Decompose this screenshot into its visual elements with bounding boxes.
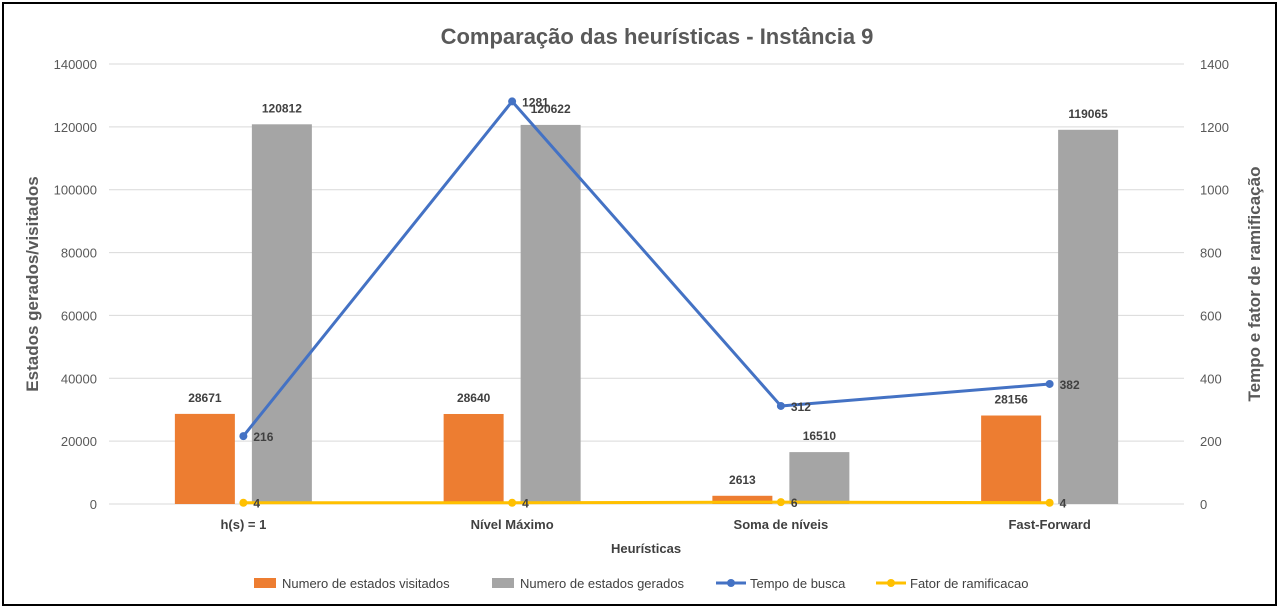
category-label: h(s) = 1 [220, 517, 266, 532]
y-tick-label: 80000 [61, 246, 97, 261]
y2-tick-label: 0 [1200, 497, 1207, 512]
data-label: 6 [791, 496, 798, 510]
data-point [508, 97, 517, 106]
data-label: 120812 [262, 101, 302, 115]
y2-tick-label: 1000 [1200, 183, 1229, 198]
legend-swatch [254, 578, 276, 588]
y2-tick-label: 600 [1200, 308, 1222, 323]
bar [520, 124, 581, 504]
data-label: 28640 [457, 391, 491, 405]
bar [174, 413, 235, 504]
data-point [239, 432, 248, 441]
bar [251, 124, 312, 504]
data-label: 382 [1060, 378, 1080, 392]
data-point [1045, 379, 1054, 388]
y-tick-label: 140000 [54, 57, 97, 72]
data-point [1045, 498, 1054, 507]
data-point [508, 498, 517, 507]
data-label: 1281 [522, 95, 549, 109]
y-tick-label: 0 [90, 497, 97, 512]
bar [789, 452, 850, 504]
data-label: 4 [253, 497, 260, 511]
data-label: 4 [1060, 497, 1067, 511]
data-label: 216 [253, 430, 273, 444]
chart-title: Comparação das heurísticas - Instância 9 [441, 24, 874, 49]
chart: Comparação das heurísticas - Instância 9… [23, 24, 1264, 591]
data-point [776, 401, 785, 410]
category-label: Fast-Forward [1008, 517, 1090, 532]
y-axis-title: Estados gerados/visitados [23, 176, 42, 391]
legend-marker [887, 579, 895, 587]
data-point [776, 498, 785, 507]
legend-label: Numero de estados gerados [520, 576, 685, 591]
y2-tick-label: 1400 [1200, 57, 1229, 72]
y2-tick-label: 800 [1200, 246, 1222, 261]
y-tick-label: 120000 [54, 120, 97, 135]
legend-swatch [492, 578, 514, 588]
y-tick-label: 100000 [54, 183, 97, 198]
y-tick-label: 20000 [61, 434, 97, 449]
data-label: 2613 [729, 473, 756, 487]
legend-label: Tempo de busca [750, 576, 846, 591]
category-label: Soma de níveis [734, 517, 829, 532]
bar [1058, 129, 1119, 504]
bar [443, 413, 504, 504]
legend-label: Numero de estados visitados [282, 576, 450, 591]
y2-tick-label: 400 [1200, 371, 1222, 386]
bar [712, 495, 773, 504]
category-label: Nível Máximo [471, 517, 554, 532]
data-label: 120622 [531, 102, 571, 116]
y-tick-label: 40000 [61, 371, 97, 386]
series-line [243, 500, 1050, 505]
bar [981, 415, 1042, 504]
data-label: 119065 [1068, 107, 1108, 121]
y-tick-label: 60000 [61, 308, 97, 323]
data-point [239, 498, 248, 507]
legend-label: Fator de ramificacao [910, 576, 1029, 591]
data-label: 16510 [803, 429, 837, 443]
y2-tick-label: 1200 [1200, 120, 1229, 135]
y2-axis-title: Tempo e fator de ramificação [1245, 167, 1264, 402]
series-line [242, 99, 1050, 438]
data-label: 4 [522, 497, 529, 511]
data-label: 28156 [994, 393, 1028, 407]
data-label: 312 [791, 400, 811, 414]
data-label: 28671 [188, 391, 222, 405]
y2-tick-label: 200 [1200, 434, 1222, 449]
legend-marker [727, 579, 735, 587]
x-axis-title: Heurísticas [611, 541, 681, 556]
